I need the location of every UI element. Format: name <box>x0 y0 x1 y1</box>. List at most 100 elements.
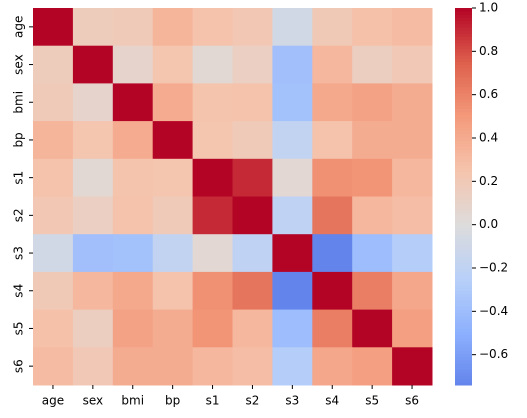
heatmap-cell <box>72 196 114 235</box>
heatmap-cell <box>392 309 433 348</box>
heatmap-cell <box>392 196 433 235</box>
heatmap-cell <box>192 196 233 235</box>
heatmap-cell <box>312 45 353 84</box>
colorbar-band <box>455 275 472 279</box>
colorbar-band <box>455 205 472 210</box>
heatmap-cell <box>33 83 74 122</box>
colorbar-band <box>455 114 472 119</box>
heatmap-cell <box>192 271 233 311</box>
heatmap-cell <box>152 45 194 84</box>
colorbar-band <box>455 303 472 307</box>
colorbar-band <box>455 155 472 160</box>
colorbar-band <box>455 190 472 194</box>
heatmap-cell <box>352 158 393 197</box>
colorbar-band <box>455 70 472 75</box>
heatmap-cell <box>392 347 433 386</box>
heatmap-cell <box>272 271 313 311</box>
colorbar-band <box>455 152 472 157</box>
colorbar-band <box>455 249 472 254</box>
heatmap-cell <box>72 121 114 160</box>
heatmap-cell <box>192 158 233 197</box>
heatmap-cell <box>352 83 393 122</box>
colorbar-band <box>455 168 472 172</box>
heatmap-cell <box>232 347 273 386</box>
heatmap-cell <box>392 121 433 160</box>
colorbar-band <box>455 174 472 179</box>
colorbar-band <box>455 234 472 238</box>
colorbar-band <box>455 143 472 147</box>
colorbar-band <box>455 363 472 367</box>
y-tick-label: age <box>12 16 26 38</box>
colorbar-band <box>455 237 472 241</box>
heatmap-cell <box>352 271 393 311</box>
heatmap-cell <box>33 271 74 311</box>
y-tick-label: s2 <box>12 208 26 222</box>
colorbar-band <box>455 196 472 201</box>
colorbar-band <box>455 215 472 219</box>
colorbar-band <box>455 231 472 235</box>
colorbar-band <box>455 212 472 216</box>
heatmap-cell <box>192 309 233 348</box>
heatmap-cell <box>312 309 353 348</box>
colorbar-band <box>455 58 472 62</box>
heatmap-cell <box>272 309 313 348</box>
colorbar-band <box>455 319 472 323</box>
colorbar-band <box>455 121 472 125</box>
heatmap-cell <box>112 309 154 348</box>
heatmap-cell <box>72 309 114 348</box>
colorbar-band <box>455 11 472 15</box>
heatmap-cell <box>192 45 233 84</box>
colorbar-band <box>455 146 472 150</box>
heatmap-cell <box>72 83 114 122</box>
colorbar-band <box>455 61 472 66</box>
heatmap-cell <box>152 83 194 122</box>
heatmap-cell <box>352 196 393 235</box>
heatmap-cell <box>352 347 393 386</box>
colorbar-band <box>455 105 472 110</box>
colorbar-band <box>455 353 472 358</box>
heatmap-cell <box>312 271 353 311</box>
heatmap-cell <box>312 347 353 386</box>
heatmap-cell <box>352 45 393 84</box>
heatmap-cell <box>112 234 154 273</box>
heatmap-cell <box>72 271 114 311</box>
colorbar-band <box>455 108 472 113</box>
colorbar-band <box>455 124 472 128</box>
heatmap-cell <box>33 347 74 386</box>
y-tick-label: s5 <box>12 322 26 336</box>
heatmap-cell <box>192 83 233 122</box>
colorbar-band <box>455 171 472 176</box>
heatmap-cell <box>272 234 313 273</box>
colorbar-band <box>455 29 472 34</box>
heatmap-cell <box>272 196 313 235</box>
colorbar-band <box>455 20 472 25</box>
colorbar-band <box>455 268 472 273</box>
colorbar-band <box>455 95 472 100</box>
heatmap-cell <box>232 45 273 84</box>
colorbar-band <box>455 381 472 386</box>
heatmap-cell <box>232 121 273 160</box>
colorbar-band <box>455 300 472 304</box>
colorbar-band <box>455 158 472 163</box>
heatmap-cell <box>33 8 74 47</box>
colorbar-band <box>455 77 472 81</box>
heatmap-cell <box>312 8 353 47</box>
heatmap-cell <box>33 45 74 84</box>
colorbar-band <box>455 17 472 22</box>
colorbar-band <box>455 67 472 72</box>
colorbar-tick-label: 0.8 <box>479 44 498 58</box>
colorbar-band <box>455 92 472 97</box>
colorbar-band <box>455 165 472 169</box>
heatmap-cell <box>232 158 273 197</box>
heatmap-cell <box>33 121 74 160</box>
heatmap-cell <box>72 45 114 84</box>
colorbar-band <box>455 23 472 28</box>
heatmap-cell <box>392 83 433 122</box>
colorbar-band <box>455 378 472 383</box>
colorbar-band <box>455 293 472 298</box>
heatmap-cell <box>272 158 313 197</box>
x-tick-label: age <box>42 394 64 408</box>
heatmap-cell <box>112 271 154 311</box>
colorbar-band <box>455 139 472 144</box>
colorbar-band <box>455 350 472 355</box>
